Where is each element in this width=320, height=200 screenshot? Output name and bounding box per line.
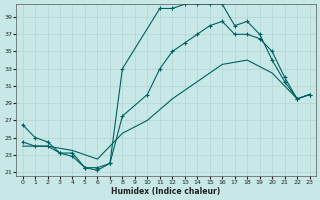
X-axis label: Humidex (Indice chaleur): Humidex (Indice chaleur) [111, 187, 221, 196]
